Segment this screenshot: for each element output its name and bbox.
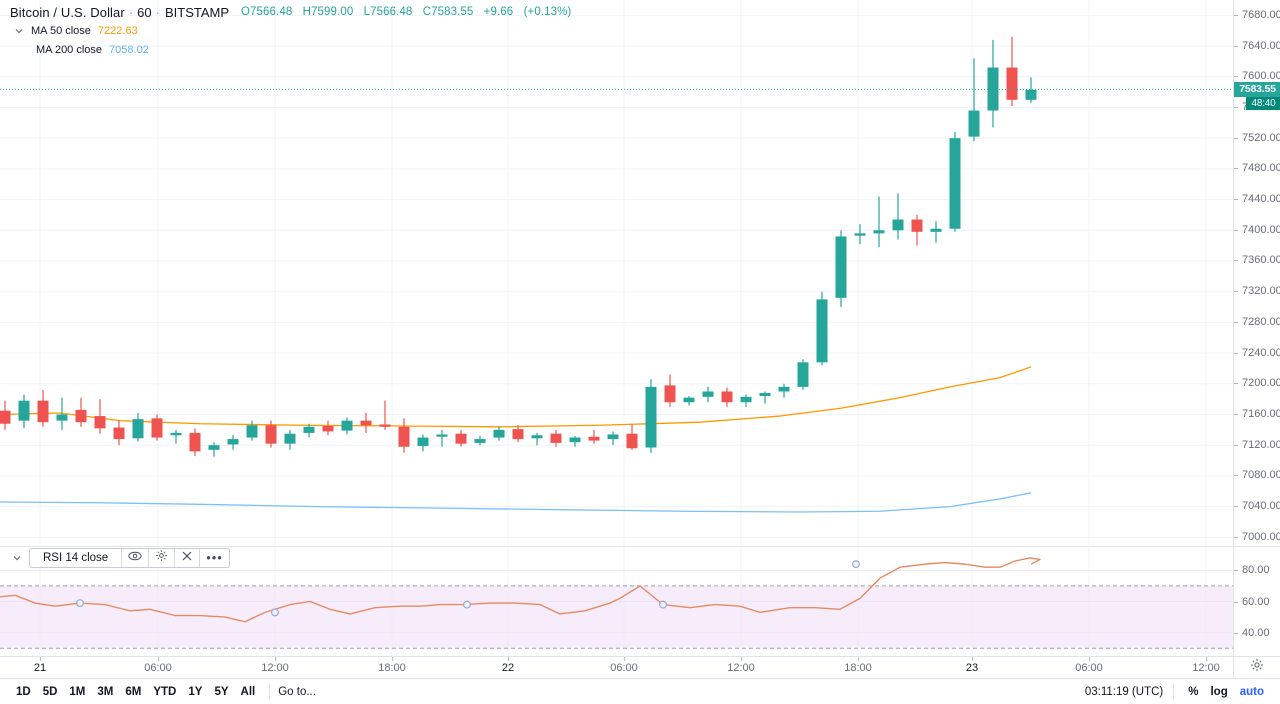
range-button-3m[interactable]: 3M <box>97 685 114 698</box>
price-series <box>0 36 1233 513</box>
auto-scale-button[interactable]: auto <box>1239 685 1264 698</box>
rsi-title-label: RSI 14 close <box>43 552 109 564</box>
time-axis-tick: 22 <box>501 657 515 674</box>
log-scale-button[interactable]: log <box>1210 685 1228 698</box>
rsi-legend: RSI 14 close ••• <box>10 548 230 568</box>
range-button-1m[interactable]: 1M <box>69 685 86 698</box>
clock-label: 03:11:19 (UTC) <box>1084 685 1164 698</box>
rsi-series <box>0 557 1041 623</box>
indicator-row-ma50[interactable]: MA 50 close 7222.63 <box>10 22 578 39</box>
time-axis-tick: 18:00 <box>378 657 406 674</box>
price-axis-tick: 7240.00 <box>1234 347 1280 360</box>
symbol-separator-2: · <box>155 4 160 20</box>
rsi-pane[interactable] <box>0 546 1233 656</box>
price-axis-tick: 7000.00 <box>1234 531 1280 544</box>
time-axis-tick: 12:00 <box>261 657 289 674</box>
time-axis-tick: 23 <box>965 657 979 674</box>
rsi-axis[interactable]: 80.00 60.00 40.00 <box>1233 546 1280 656</box>
price-axis-tick: 7320.00 <box>1234 285 1280 298</box>
range-button-1d[interactable]: 1D <box>16 685 31 698</box>
time-axis-tick: 06:00 <box>1075 657 1103 674</box>
price-axis-tick: 7640.00 <box>1234 40 1280 53</box>
price-pane[interactable] <box>0 0 1233 545</box>
current-price-badge: 7583.55 <box>1234 81 1280 97</box>
time-axis-tick: 06:00 <box>144 657 172 674</box>
range-button-5d[interactable]: 5D <box>42 685 58 698</box>
rsi-axis-tick: 60.00 <box>1234 596 1280 609</box>
price-axis-tick: 7360.00 <box>1234 254 1280 267</box>
time-axis-tick: 21 <box>33 657 47 674</box>
more-icon: ••• <box>206 550 223 565</box>
indicator-value-ma200: 7058.02 <box>109 43 149 56</box>
go-to-button[interactable]: Go to... <box>278 685 316 698</box>
ohlc-close: C7583.55 <box>422 6 474 18</box>
range-button-5y[interactable]: 5Y <box>214 685 229 698</box>
chevron-down-icon[interactable] <box>12 24 26 38</box>
ohlc-change: +9.66 <box>483 6 514 18</box>
interval-label[interactable]: 60 <box>137 4 152 20</box>
ohlc-values: O7566.48 H7599.00 L7566.48 C7583.55 +9.6… <box>241 6 578 18</box>
rsi-grid <box>0 547 1233 656</box>
gear-icon <box>1250 658 1264 677</box>
price-axis-tick: 7440.00 <box>1234 193 1280 206</box>
rsi-title-button[interactable]: RSI 14 close <box>30 549 123 567</box>
ohlc-open: O7566.48 <box>241 6 293 18</box>
indicator-value-ma50: 7222.63 <box>97 24 138 37</box>
price-axis-tick: 7120.00 <box>1234 439 1280 452</box>
price-axis-tick: 7520.00 <box>1234 132 1280 145</box>
range-button-6m[interactable]: 6M <box>125 685 142 698</box>
chart-legend: Bitcoin / U.S. Dollar · 60 · BITSTAMP O7… <box>10 4 578 58</box>
rsi-visibility-button[interactable] <box>122 549 150 567</box>
time-axis-tick: 06:00 <box>610 657 638 674</box>
range-button-1y[interactable]: 1Y <box>188 685 203 698</box>
price-axis-tick: 7280.00 <box>1234 316 1280 329</box>
axis-settings-button[interactable] <box>1233 656 1280 678</box>
time-axis[interactable]: 21 06:00 12:00 18:00 22 06:00 12:00 18:00 23 06:0… <box>0 656 1233 678</box>
range-buttons: 1D 5D 1M 3M 6M YTD 1Y 5Y All <box>10 684 261 700</box>
price-axis-tick: 7480.00 <box>1234 162 1280 175</box>
rsi-axis-tick: 80.00 <box>1234 564 1280 577</box>
ohlc-low: L7566.48 <box>363 6 413 18</box>
percent-scale-button[interactable]: % <box>1188 685 1199 698</box>
ohlc-high: H7599.00 <box>302 6 354 18</box>
symbol-title[interactable]: Bitcoin / U.S. Dollar <box>10 4 125 20</box>
rsi-chevron-down-icon[interactable] <box>10 551 24 565</box>
symbol-separator-1: · <box>128 4 134 20</box>
toolbar-divider-1 <box>269 684 271 699</box>
bottom-toolbar: 1D 5D 1M 3M 6M YTD 1Y 5Y All Go to... 03:11:19 (… <box>0 678 1280 704</box>
price-axis-tick: 7400.00 <box>1234 224 1280 237</box>
price-grid <box>0 0 1233 545</box>
indicator-label-ma50: MA 50 close <box>31 24 91 37</box>
eye-icon <box>128 549 142 567</box>
price-axis-tick: 7200.00 <box>1234 377 1280 390</box>
time-axis-tick: 12:00 <box>1192 657 1220 674</box>
rsi-settings-button[interactable] <box>149 549 176 567</box>
ohlc-change-percent: (+0.13%) <box>523 6 572 18</box>
price-axis-tick: 7160.00 <box>1234 408 1280 421</box>
time-axis-tick: 12:00 <box>727 657 755 674</box>
indicator-label-ma200: MA 200 close <box>36 43 103 56</box>
rsi-axis-tick: 40.00 <box>1234 627 1280 640</box>
rsi-more-button[interactable]: ••• <box>200 549 229 567</box>
symbol-header-row: Bitcoin / U.S. Dollar · 60 · BITSTAMP O7… <box>10 4 578 20</box>
close-icon <box>181 549 193 567</box>
bar-countdown-badge: 48:40 <box>1246 97 1280 111</box>
rsi-remove-button[interactable] <box>175 549 201 567</box>
time-axis-tick: 18:00 <box>844 657 872 674</box>
range-button-all[interactable]: All <box>240 685 256 698</box>
price-axis[interactable]: 7680.007640.007600.007560.007520.007480.… <box>1233 0 1280 545</box>
toolbar-divider-2 <box>1173 684 1175 699</box>
indicator-row-ma200[interactable]: MA 200 close 7058.02 <box>10 41 578 58</box>
price-axis-tick: 7680.00 <box>1234 9 1280 22</box>
range-button-ytd[interactable]: YTD <box>153 685 177 698</box>
price-axis-tick: 7080.00 <box>1234 469 1280 482</box>
price-axis-tick: 7600.00 <box>1234 70 1280 83</box>
exchange-label[interactable]: BITSTAMP <box>164 4 230 20</box>
gear-icon <box>155 549 168 567</box>
rsi-toolbar: RSI 14 close ••• <box>29 548 230 568</box>
price-axis-tick: 7040.00 <box>1234 500 1280 513</box>
